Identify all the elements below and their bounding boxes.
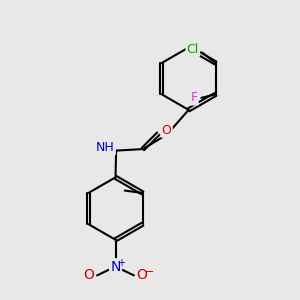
Text: Cl: Cl <box>187 43 199 56</box>
Text: −: − <box>145 267 154 277</box>
Text: NH: NH <box>96 141 115 154</box>
Text: O: O <box>162 124 172 136</box>
Text: N: N <box>110 260 121 274</box>
Text: O: O <box>136 268 147 282</box>
Text: O: O <box>84 268 94 282</box>
Text: +: + <box>118 258 125 268</box>
Text: F: F <box>190 91 197 104</box>
